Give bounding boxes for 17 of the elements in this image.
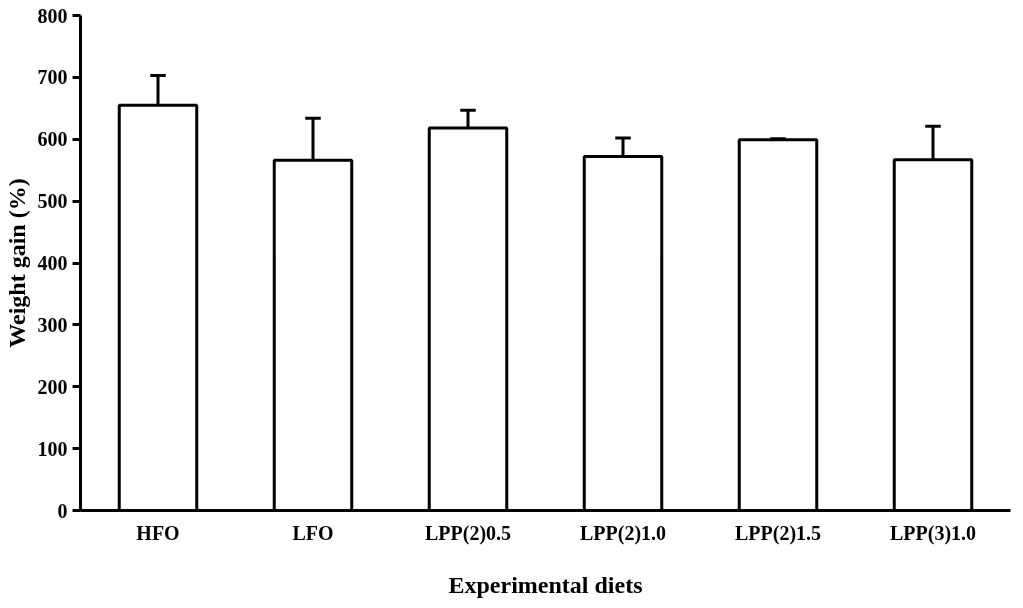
x-tick-label: LPP(3)1.0 [889, 521, 977, 545]
y-tick-label: 0 [57, 499, 68, 522]
x-axis-title: Experimental diets [448, 571, 643, 598]
y-tick-label: 100 [37, 437, 68, 460]
y-tick-label: 300 [37, 313, 68, 336]
x-tick-label: LPP(2)0.5 [424, 521, 512, 545]
y-tick-label: 600 [37, 128, 68, 151]
y-tick-label: 700 [37, 66, 68, 89]
y-tick-label: 800 [37, 4, 68, 27]
x-tick-label: LFO [292, 521, 334, 544]
x-tick-label: LPP(2)1.5 [734, 521, 822, 545]
x-tick-label: LPP(2)1.0 [579, 521, 667, 545]
x-tick-label: HFO [136, 521, 180, 544]
y-axis-title: Weight gain (%) [3, 178, 30, 348]
y-tick-label: 500 [37, 190, 68, 213]
y-tick-label: 200 [37, 375, 68, 398]
y-tick-label: 400 [37, 252, 68, 274]
